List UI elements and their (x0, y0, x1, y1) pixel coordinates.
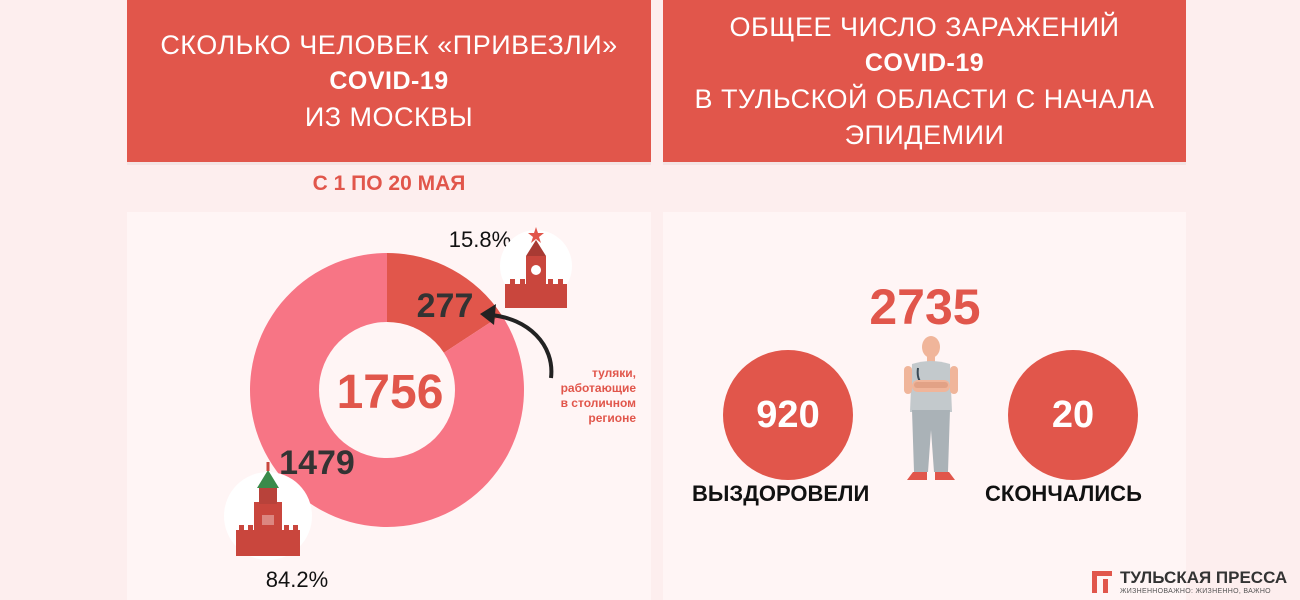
kremlin-spasskaya-tower-icon (500, 227, 572, 308)
kremlin-tower-icon (224, 462, 312, 560)
left-banner-line-1: СКОЛЬКО ЧЕЛОВЕК «ПРИВЕЗЛИ» (160, 30, 618, 60)
annotation-line-3: в столичном (561, 396, 637, 410)
annotation-arrow (489, 313, 554, 379)
arrow-head-icon (480, 304, 496, 325)
brand-tagline: ЖИЗНЕННОВАЖНО: ЖИЗНЕННО, ВАЖНО (1120, 588, 1271, 595)
right-banner-line-3: В ТУЛЬСКОЙ ОБЛАСТИ С НАЧАЛА (694, 84, 1155, 114)
deaths-value: 20 (1051, 393, 1095, 436)
right-banner-line-1: ОБЩЕЕ ЧИСЛО ЗАРАЖЕНИЙ (729, 12, 1120, 42)
slice-percent-tula: 84.2% (266, 567, 328, 592)
donut-chart: 1756 277 1479 15.8% 84.2% туляки, работа… (224, 227, 637, 592)
slice-percent-moscow: 15.8% (449, 227, 511, 252)
period-label: С 1 ПО 20 МАЯ (312, 172, 466, 195)
annotation-line-1: туляки, (592, 366, 636, 380)
total-cases-value: 2735 (869, 279, 981, 335)
left-banner-line-2: COVID-19 (329, 67, 449, 95)
right-header-banner: ОБЩЕЕ ЧИСЛО ЗАРАЖЕНИЙ COVID-19 В ТУЛЬСКО… (663, 0, 1186, 162)
slice-label-tula: 1479 (279, 444, 355, 482)
recovered-circle: 920 (723, 350, 853, 480)
annotation-line-2: работающие (561, 381, 637, 395)
annotation-line-4: регионе (588, 411, 636, 425)
brand-logo-icon (1092, 571, 1112, 593)
brand-name: ТУЛЬСКАЯ ПРЕССА (1120, 568, 1288, 587)
left-banner-line-3: ИЗ МОСКВЫ (304, 102, 474, 132)
recovered-value: 920 (756, 393, 820, 436)
deaths-label: СКОНЧАЛИСЬ (985, 481, 1142, 506)
donut-hole (319, 322, 455, 458)
doctor-illustration (904, 336, 958, 480)
recovered-label: ВЫЗДОРОВЕЛИ (692, 481, 870, 506)
deaths-circle: 20 (1008, 350, 1138, 480)
donut-total-label: 1756 (337, 366, 444, 419)
right-banner-line-4: ЭПИДЕМИИ (844, 120, 1005, 150)
slice-label-moscow: 277 (417, 287, 474, 325)
left-header-banner: СКОЛЬКО ЧЕЛОВЕК «ПРИВЕЗЛИ» COVID-19 ИЗ М… (127, 0, 651, 162)
right-banner-line-2: COVID-19 (864, 49, 985, 77)
